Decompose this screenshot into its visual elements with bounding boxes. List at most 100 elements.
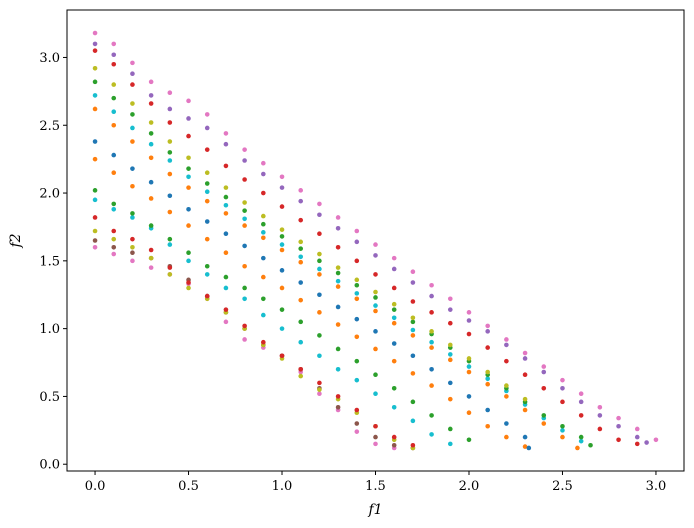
data-point bbox=[167, 158, 173, 163]
data-point bbox=[634, 434, 640, 440]
series-6 bbox=[92, 156, 528, 449]
data-point bbox=[447, 426, 453, 432]
data-point bbox=[429, 293, 434, 299]
data-point bbox=[335, 215, 341, 220]
data-point bbox=[373, 242, 378, 247]
data-point bbox=[167, 139, 173, 144]
data-point bbox=[634, 426, 640, 432]
data-point bbox=[541, 413, 547, 418]
data-point bbox=[317, 387, 322, 392]
data-point bbox=[298, 373, 304, 379]
data-point bbox=[373, 272, 378, 277]
data-point bbox=[429, 413, 434, 418]
data-point bbox=[92, 197, 98, 203]
data-point bbox=[223, 202, 229, 208]
data-point bbox=[429, 345, 434, 350]
data-point bbox=[373, 253, 378, 258]
data-point bbox=[485, 376, 490, 382]
data-point bbox=[130, 215, 135, 220]
data-point bbox=[522, 372, 528, 378]
data-point bbox=[261, 274, 266, 280]
data-point bbox=[560, 399, 565, 405]
data-point bbox=[130, 258, 135, 264]
data-point bbox=[335, 394, 341, 399]
data-point bbox=[261, 255, 266, 261]
data-point bbox=[186, 223, 191, 228]
data-point bbox=[466, 437, 472, 443]
data-point bbox=[317, 258, 322, 264]
data-point bbox=[111, 82, 117, 87]
data-point bbox=[92, 41, 98, 47]
data-point bbox=[148, 131, 154, 136]
y-axis-label: f2 bbox=[8, 233, 24, 248]
data-point bbox=[92, 66, 98, 71]
x-tick-label: 1.0 bbox=[272, 479, 293, 494]
data-point bbox=[298, 297, 304, 303]
data-point bbox=[447, 342, 453, 348]
data-point bbox=[560, 377, 565, 383]
data-point bbox=[111, 109, 117, 114]
data-point bbox=[111, 251, 117, 257]
data-point bbox=[354, 282, 360, 288]
data-point bbox=[186, 207, 191, 212]
data-point bbox=[92, 244, 98, 250]
data-point bbox=[261, 160, 266, 166]
data-point bbox=[223, 185, 229, 190]
data-point bbox=[466, 394, 472, 399]
data-point bbox=[186, 155, 191, 161]
data-point bbox=[167, 209, 173, 215]
data-point bbox=[373, 346, 378, 352]
data-point bbox=[504, 421, 509, 426]
data-point bbox=[354, 316, 360, 322]
data-point bbox=[335, 367, 341, 372]
data-point bbox=[578, 391, 584, 397]
data-point bbox=[335, 322, 341, 327]
y-tick-label: 1.0 bbox=[39, 322, 60, 337]
data-point bbox=[148, 247, 154, 253]
data-point bbox=[223, 307, 229, 312]
data-point bbox=[317, 266, 322, 272]
series-11 bbox=[92, 66, 528, 402]
data-point bbox=[92, 228, 98, 234]
data-point bbox=[317, 231, 322, 237]
series-4 bbox=[92, 197, 453, 447]
data-point bbox=[317, 272, 322, 277]
data-point bbox=[167, 272, 173, 277]
data-point bbox=[242, 200, 247, 205]
data-point bbox=[466, 356, 472, 361]
data-point bbox=[111, 228, 117, 234]
data-point bbox=[148, 93, 154, 98]
data-point bbox=[111, 170, 117, 176]
data-point bbox=[317, 353, 322, 359]
data-point bbox=[298, 319, 304, 325]
data-point bbox=[130, 244, 135, 250]
data-point bbox=[335, 226, 341, 231]
data-point bbox=[391, 434, 397, 440]
data-point bbox=[279, 242, 285, 247]
data-point bbox=[223, 141, 229, 147]
data-point bbox=[186, 280, 191, 285]
data-point bbox=[317, 333, 322, 338]
data-point bbox=[261, 213, 266, 219]
data-point bbox=[204, 198, 210, 204]
data-point bbox=[429, 282, 434, 288]
data-point bbox=[130, 125, 135, 131]
data-point bbox=[261, 171, 266, 177]
data-point bbox=[588, 442, 593, 448]
data-point bbox=[130, 139, 135, 144]
data-point bbox=[447, 296, 453, 302]
data-point bbox=[466, 369, 472, 375]
data-point bbox=[373, 434, 378, 440]
data-point bbox=[335, 284, 341, 289]
data-point bbox=[242, 337, 247, 342]
data-point bbox=[186, 258, 191, 264]
data-point bbox=[373, 295, 378, 300]
series-10 bbox=[92, 79, 593, 448]
data-point bbox=[466, 310, 472, 315]
data-point bbox=[148, 179, 154, 185]
data-point bbox=[148, 79, 154, 85]
data-point bbox=[111, 122, 117, 128]
data-point bbox=[204, 272, 210, 277]
data-point bbox=[541, 364, 547, 369]
